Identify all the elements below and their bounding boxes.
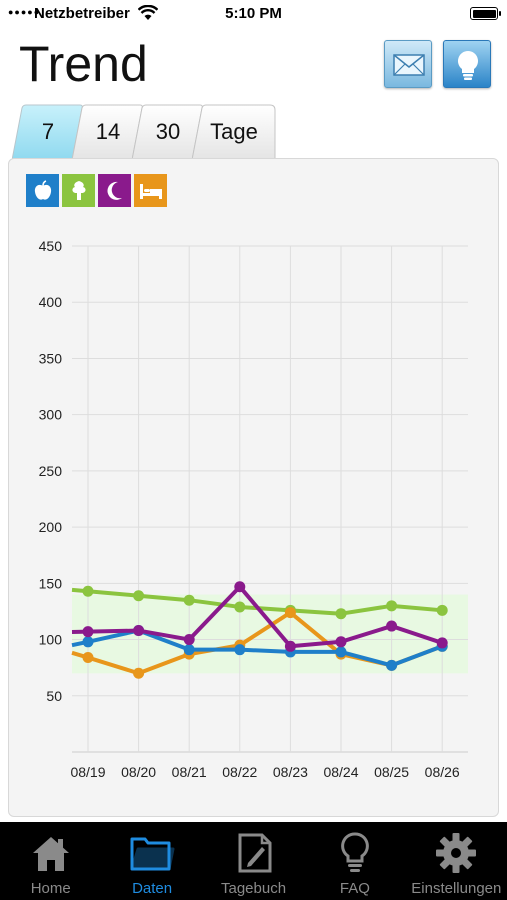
- tab-7-days[interactable]: 7: [12, 104, 84, 160]
- moon-icon[interactable]: [98, 174, 131, 207]
- signal-icon: ●●●●●: [8, 7, 41, 17]
- tab-label: 14: [95, 119, 121, 144]
- tab-einstellungen-label: Einstellungen: [411, 880, 502, 897]
- page-title: Trend: [19, 36, 148, 92]
- tab-30-days[interactable]: 30: [132, 104, 204, 160]
- bed-icon[interactable]: [134, 174, 167, 207]
- email-button[interactable]: [384, 40, 432, 88]
- status-bar: ●●●●● Netzbetreiber 5:10 PM: [0, 0, 507, 28]
- tab-home-label: Home: [30, 880, 71, 897]
- tab-label: 30: [155, 119, 181, 144]
- chart-legend: [26, 174, 167, 208]
- tree-icon[interactable]: [62, 174, 95, 207]
- chart-panel: [8, 158, 499, 817]
- tab-daten-label: Daten: [132, 880, 173, 897]
- wifi-icon: [138, 5, 158, 20]
- tab-label: 7: [41, 119, 55, 144]
- gear-icon: [433, 830, 479, 876]
- lightbulb-icon: [332, 830, 378, 876]
- tab-unit-label: Tage: [210, 119, 258, 144]
- tab-bar: Home Daten Tagebuch FAQ: [0, 822, 507, 900]
- tab-tagebuch-label: Tagebuch: [220, 880, 287, 897]
- tab-shape: [192, 104, 276, 160]
- tab-faq-label: FAQ: [339, 880, 370, 897]
- clock: 5:10 PM: [225, 5, 282, 22]
- lightbulb-icon: [458, 51, 478, 80]
- tabs-unit: Tage: [192, 104, 276, 160]
- tab-einstellungen[interactable]: Einstellungen: [406, 822, 507, 900]
- tips-button[interactable]: [443, 40, 491, 88]
- period-tabs: 7 14 30 Tage: [12, 104, 282, 160]
- tab-home[interactable]: Home: [0, 822, 101, 900]
- envelope-icon: [393, 54, 425, 76]
- tab-faq[interactable]: FAQ: [304, 822, 405, 900]
- folder-icon: [129, 830, 175, 876]
- carrier-name: Netzbetreiber: [34, 5, 130, 22]
- home-icon: [28, 830, 74, 876]
- tab-daten[interactable]: Daten: [101, 822, 202, 900]
- diary-icon: [231, 830, 277, 876]
- battery-icon: [470, 7, 501, 20]
- tab-tagebuch[interactable]: Tagebuch: [203, 822, 304, 900]
- apple-icon[interactable]: [26, 174, 59, 207]
